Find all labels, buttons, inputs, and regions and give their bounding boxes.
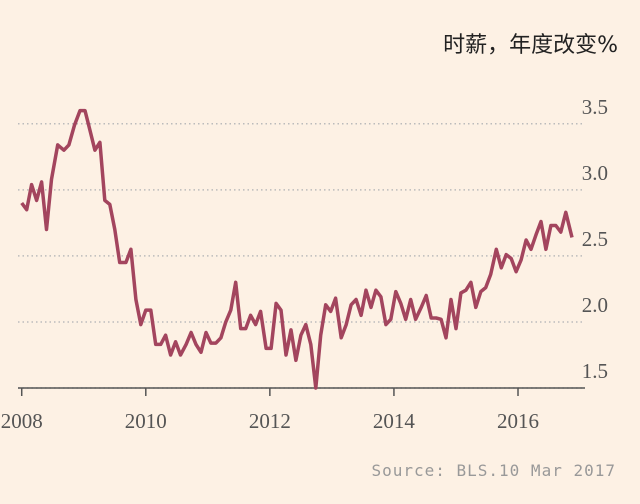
source: Source: BLS.10 Mar 2017 <box>371 461 616 480</box>
x-tick-label: 2016 <box>497 409 539 433</box>
y-tick-label: 2.5 <box>582 227 608 251</box>
x-tick-label: 2014 <box>373 409 416 433</box>
line-series <box>20 108 574 390</box>
y-tick-label: 3.0 <box>582 161 608 185</box>
y-tick-label: 2.0 <box>582 293 608 317</box>
x-tick-label: 2010 <box>125 409 167 433</box>
y-tick-label: 1.5 <box>582 359 608 383</box>
y-tick-label: 3.5 <box>582 95 608 119</box>
x-tick-label: 2012 <box>249 409 291 433</box>
x-tick-label: 2008 <box>1 409 43 433</box>
chart-title: 时薪，年度改变% <box>443 33 618 58</box>
